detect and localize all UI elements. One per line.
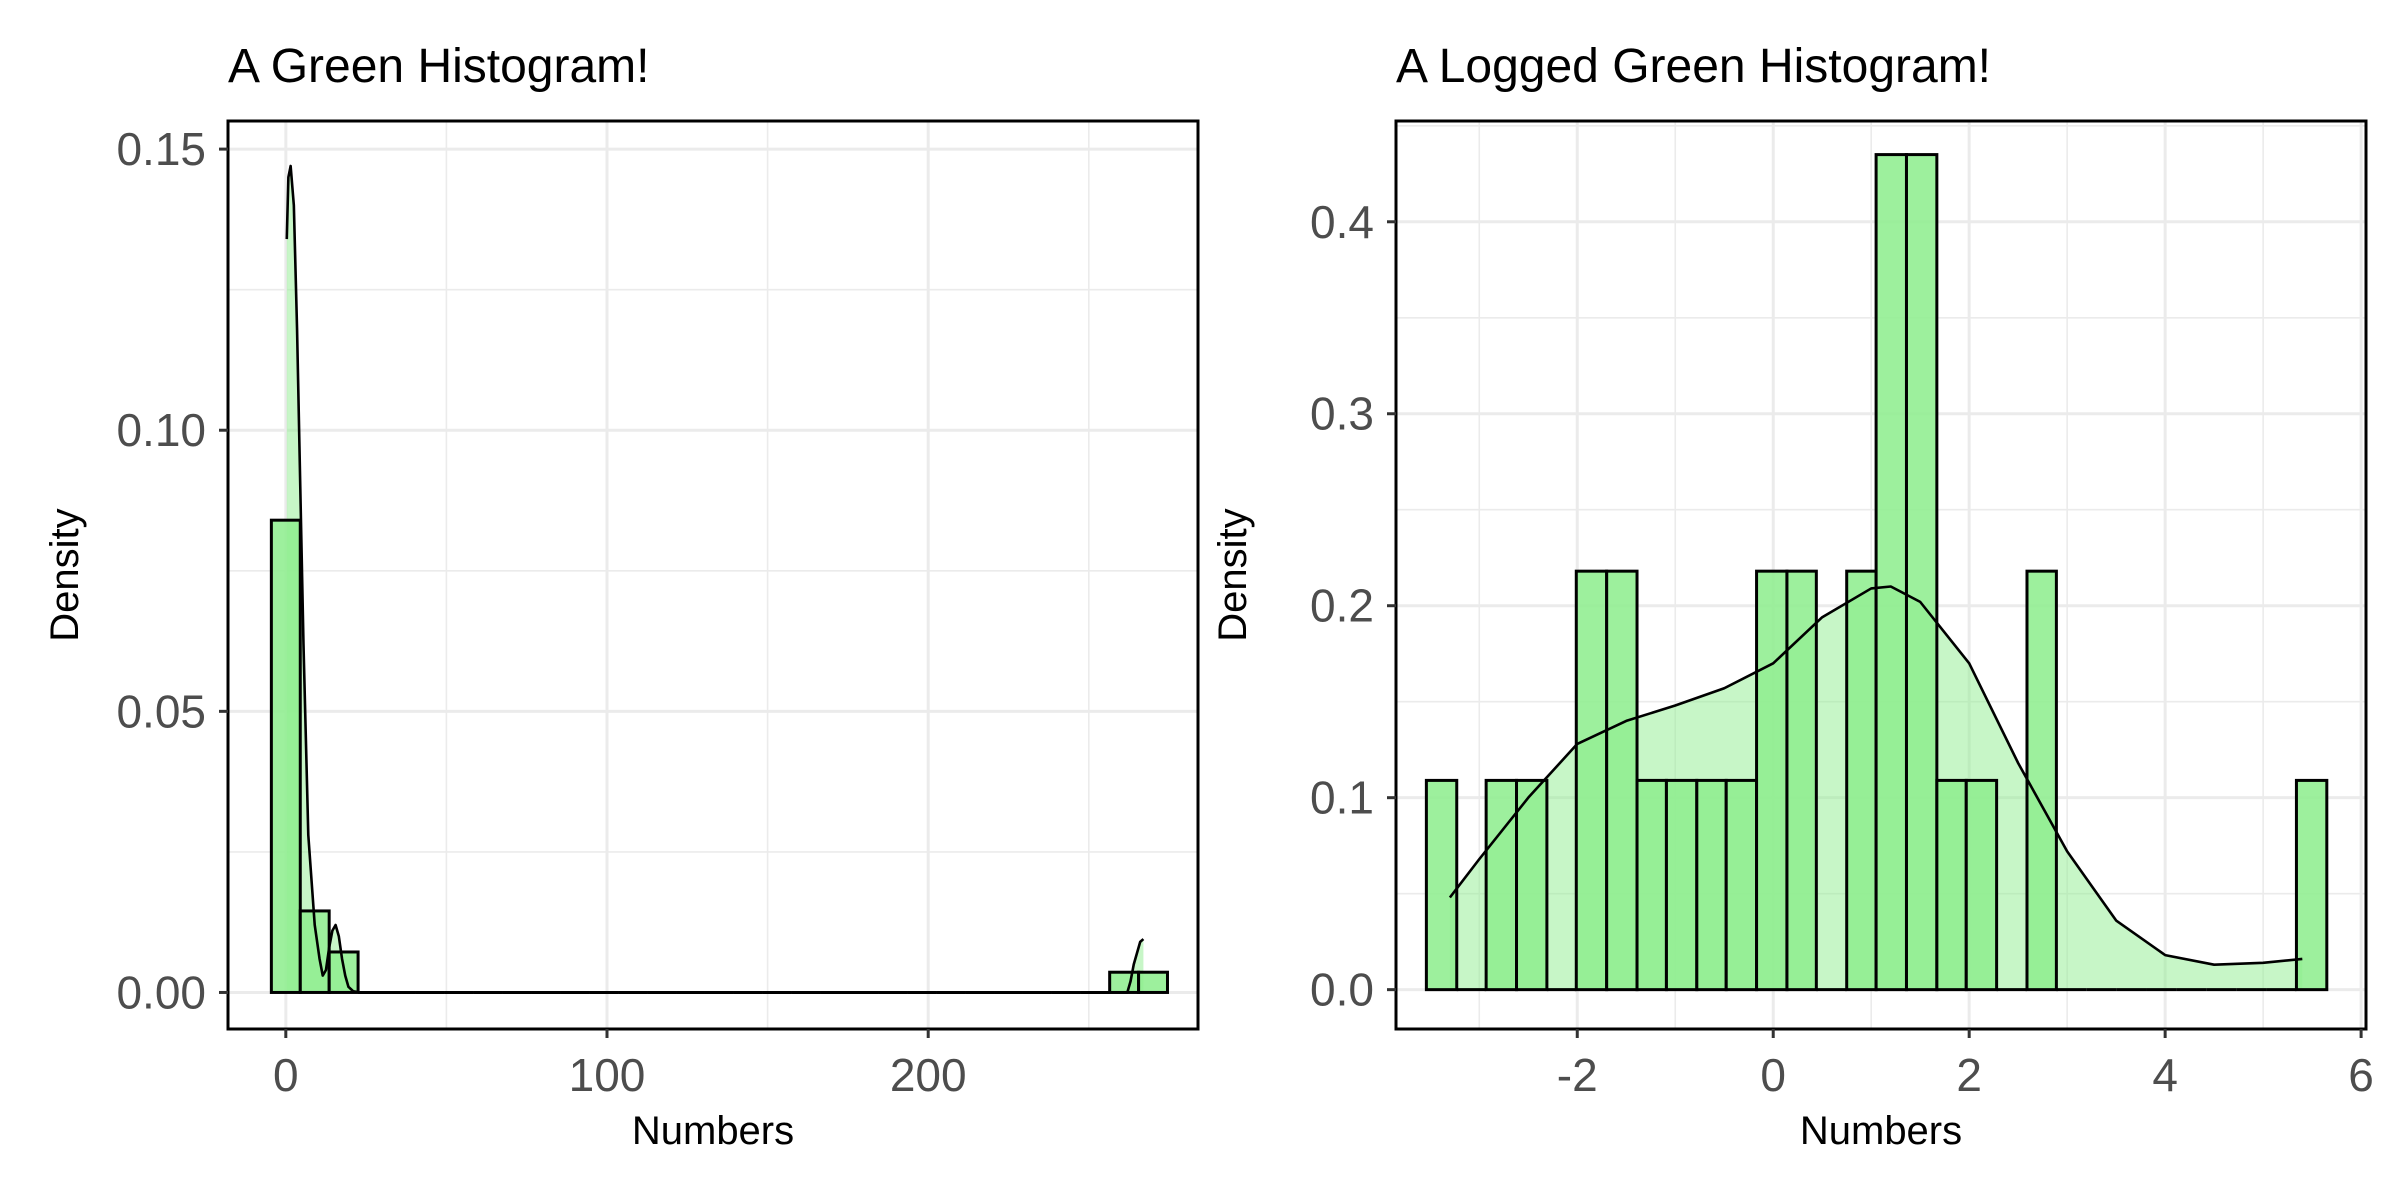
histogram-bar — [1935, 778, 1968, 992]
histogram-bar — [1724, 778, 1759, 992]
x-tick-label: -2 — [1557, 1049, 1598, 1101]
plot-border — [1394, 119, 2368, 1031]
x-tick-label: 4 — [2152, 1049, 2178, 1101]
y-tick-labels: 0.0 0.1 0.2 0.3 0.4 — [1310, 196, 1396, 1016]
y-tick-label: 0.3 — [1310, 388, 1374, 440]
y-axis-label: Density — [43, 508, 87, 641]
histogram-bar — [2294, 778, 2329, 992]
histogram-bar — [1904, 153, 1939, 992]
x-tick-label: 0 — [273, 1049, 299, 1101]
x-tick-label: 200 — [890, 1049, 967, 1101]
density-curve-line — [1448, 585, 2303, 966]
left-histogram-panel: A Green Histogram! 0 100 200 0.000.050.100… — [43, 40, 1200, 1153]
histogram-bar — [1635, 778, 1668, 992]
histogram-bar — [1845, 569, 1878, 992]
histogram-bar — [2025, 569, 2058, 992]
y-tick-label: 0.05 — [116, 685, 206, 737]
histogram-bar — [1108, 970, 1141, 994]
x-axis-label: Numbers — [1800, 1109, 1962, 1153]
density-curve-line — [285, 164, 1145, 994]
density-curve — [1448, 585, 2303, 966]
chart-title: A Green Histogram! — [228, 40, 650, 93]
y-tick-label: 0.00 — [116, 966, 206, 1018]
density-curve — [285, 164, 1145, 994]
y-tick-label: 0.1 — [1310, 772, 1374, 824]
chart-title: A Logged Green Histogram! — [1396, 40, 1991, 93]
right-logged-histogram-panel: A Logged Green Histogram! -2 0 2 4 6 0.00.10… — [1211, 40, 2374, 1153]
y-axis-label: Density — [1211, 508, 1255, 641]
histogram-bars — [269, 518, 1169, 994]
histogram-bar — [1605, 569, 1639, 992]
histogram-bars — [1424, 153, 2329, 992]
plot-border — [226, 119, 1200, 1031]
y-tick-label: 0.0 — [1310, 964, 1374, 1016]
y-tick-label: 0.10 — [116, 404, 206, 456]
histogram-bar — [1664, 778, 1699, 992]
histogram-bar — [1424, 778, 1459, 992]
x-tick-label: 6 — [2348, 1049, 2374, 1101]
x-tick-labels: 0 100 200 — [273, 1029, 967, 1101]
x-tick-label: 0 — [1760, 1049, 1786, 1101]
histogram-bar — [1964, 778, 1999, 992]
x-axis-label: Numbers — [632, 1109, 794, 1153]
y-tick-label: 0.4 — [1310, 196, 1374, 248]
histogram-bar — [1695, 778, 1728, 992]
x-tick-label: 100 — [569, 1049, 646, 1101]
histogram-bar — [269, 518, 302, 994]
x-tick-label: 2 — [1956, 1049, 1982, 1101]
gridlines — [228, 121, 1198, 1029]
histogram-bar — [1484, 778, 1519, 992]
histogram-bar — [1874, 153, 1908, 992]
histogram-bar — [1574, 569, 1609, 992]
y-tick-label: 0.15 — [116, 123, 206, 175]
histogram-bar — [1515, 778, 1549, 992]
y-tick-label: 0.2 — [1310, 580, 1374, 632]
histogram-bar — [1755, 569, 1789, 992]
histogram-bar — [1137, 970, 1169, 994]
histogram-bar — [1785, 569, 1818, 992]
y-tick-labels: 0.00 0.05 0.10 0.15 — [116, 123, 228, 1018]
x-tick-labels: -2 0 2 4 6 — [1557, 1029, 2374, 1101]
